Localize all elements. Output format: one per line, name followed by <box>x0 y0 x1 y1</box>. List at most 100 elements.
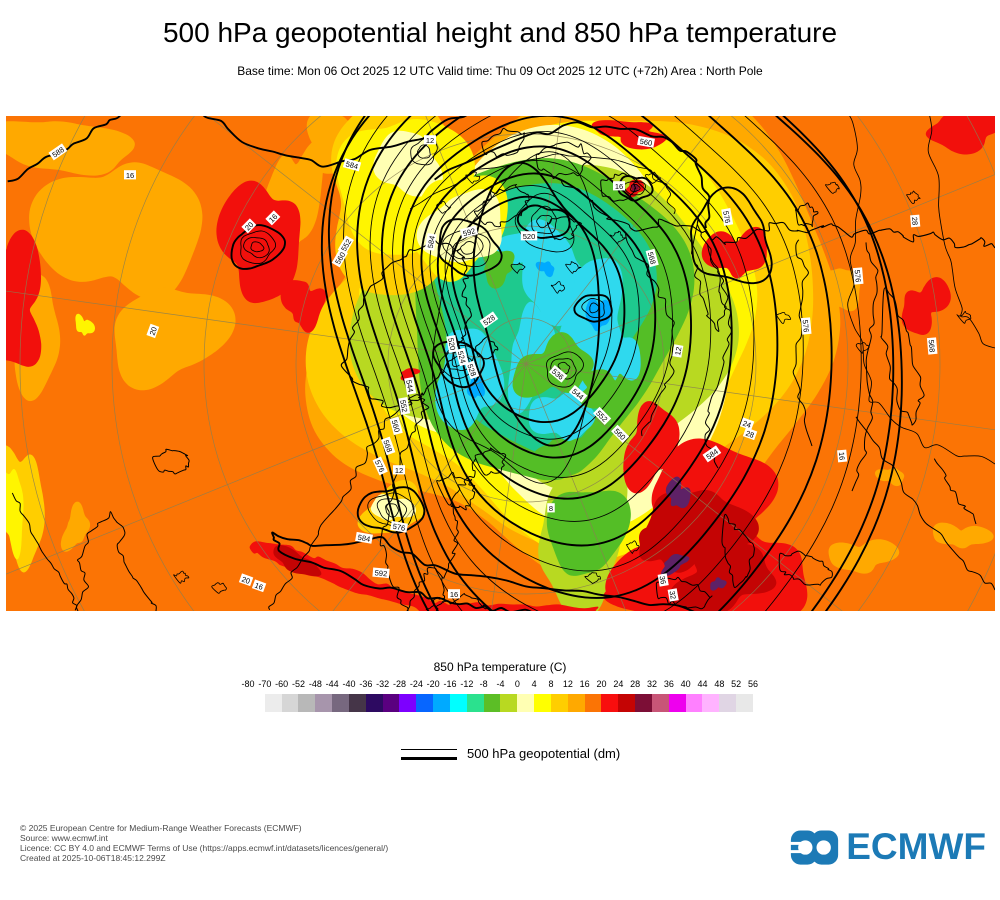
svg-text:544: 544 <box>404 379 415 393</box>
footer-source: Source: www.ecmwf.int <box>20 833 108 844</box>
legend-cell <box>534 694 551 712</box>
legend-cell <box>618 694 636 712</box>
svg-text:24: 24 <box>741 419 752 430</box>
legend-tick-label: 28 <box>630 679 641 689</box>
legend-tick-label: -40 <box>342 679 356 689</box>
legend-cell <box>517 694 535 712</box>
legend-cell <box>702 694 720 712</box>
legend-tick-label: -52 <box>291 679 306 689</box>
legend-cell <box>248 694 265 712</box>
legend-cell <box>348 694 366 712</box>
legend-cell <box>281 694 299 712</box>
legend-tick-label: -48 <box>308 679 322 689</box>
legend-tick-label: -60 <box>275 679 289 689</box>
legend-cell <box>433 694 450 712</box>
geopotential-contours <box>7 116 995 611</box>
contour-line-thick-sample <box>401 757 457 760</box>
svg-text:528: 528 <box>465 363 478 378</box>
legend-cell <box>416 694 434 712</box>
legend-tick-label: 44 <box>697 679 708 689</box>
legend-tick-label: -28 <box>392 679 407 689</box>
legend-cell <box>635 694 652 712</box>
legend-cell <box>550 694 568 712</box>
legend-tick-label: -4 <box>496 679 505 689</box>
legend-tick-label: 16 <box>579 679 590 689</box>
legend-tick-label: -70 <box>258 679 272 689</box>
svg-text:16: 16 <box>126 171 134 180</box>
geopotential-legend: 500 hPa geopotential (dm) <box>0 742 1000 772</box>
legend-cell <box>719 694 737 712</box>
contour-line-thin-sample <box>401 749 457 750</box>
svg-text:16: 16 <box>615 182 623 191</box>
legend-cell <box>483 694 501 712</box>
legend-cell <box>567 694 585 712</box>
legend-tick-label: -8 <box>479 679 488 689</box>
chart-subtitle: Base time: Mon 06 Oct 2025 12 UTC Valid … <box>237 64 763 78</box>
svg-text:28: 28 <box>744 429 755 440</box>
map-frame: 552 560 584 576 568 576 520 528 520 524 528 536 544 5… <box>6 116 995 611</box>
legend-cell <box>449 694 467 712</box>
legend-tick-label: -32 <box>376 679 390 689</box>
ecmwf-logo-icon <box>790 829 839 865</box>
svg-text:568: 568 <box>646 251 658 265</box>
legend-tick-label: 48 <box>714 679 725 689</box>
legend-tick-label: 40 <box>680 679 691 689</box>
svg-text:584: 584 <box>357 533 371 544</box>
svg-text:16: 16 <box>253 581 264 592</box>
legend-cell <box>736 694 753 712</box>
svg-text:592: 592 <box>462 226 476 238</box>
svg-text:12: 12 <box>395 466 403 475</box>
footer-attribution: © 2025 European Centre for Medium-Range … <box>20 823 388 863</box>
legend-cell <box>668 694 686 712</box>
svg-text:592: 592 <box>374 568 387 578</box>
legend-tick-label: -16 <box>443 679 457 689</box>
legend-cell <box>651 694 669 712</box>
legend-tick-label: 24 <box>613 679 624 689</box>
legend-cell <box>584 694 602 712</box>
svg-text:520: 520 <box>446 337 457 351</box>
coastlines <box>11 127 995 611</box>
legend-cell <box>399 694 417 712</box>
svg-text:560: 560 <box>639 137 653 148</box>
legend-cell <box>685 694 703 712</box>
svg-text:552: 552 <box>398 399 409 413</box>
legend-cell <box>382 694 400 712</box>
legend-tick-label: 8 <box>548 679 554 689</box>
svg-text:576: 576 <box>721 210 732 224</box>
svg-text:576: 576 <box>853 269 863 282</box>
svg-text:28: 28 <box>910 216 920 225</box>
svg-text:20: 20 <box>240 575 251 586</box>
ecmwf-logo: ECMWF <box>790 826 986 868</box>
svg-text:584: 584 <box>345 159 359 171</box>
footer-licence: Licence: CC BY 4.0 and ECMWF Terms of Us… <box>20 843 389 854</box>
svg-text:12: 12 <box>426 136 434 145</box>
svg-text:32: 32 <box>668 590 678 600</box>
legend-tick-label: 20 <box>596 679 607 689</box>
ecmwf-logo-text: ECMWF <box>846 826 986 867</box>
legend-tick-label: 32 <box>646 679 658 689</box>
legend-tick-label: 56 <box>747 679 759 689</box>
legend-tick-label: -20 <box>426 679 440 689</box>
svg-text:568: 568 <box>381 439 394 454</box>
legend-tick-label: 0 <box>514 679 520 689</box>
footer-created: Created at 2025-10-06T18:45:12.299Z <box>20 853 166 864</box>
svg-text:576: 576 <box>392 522 406 533</box>
svg-text:524: 524 <box>456 350 468 364</box>
svg-text:584: 584 <box>426 235 437 249</box>
legend-cell <box>365 694 383 712</box>
temperature-legend-title: 850 hPa temperature (C) <box>433 660 567 674</box>
legend-tick-label: -36 <box>359 679 373 689</box>
page-title: 500 hPa geopotential height and 850 hPa … <box>162 17 838 48</box>
svg-text:20: 20 <box>148 326 159 337</box>
legend-tick-label: -24 <box>409 679 423 689</box>
temperature-legend-ticks: -80 -70 -60 -52 -48 -44 -40 -36 -32 -28 -24 -20 -16-… <box>0 679 1000 691</box>
legend-tick-label: 52 <box>731 679 742 689</box>
temperature-legend-colorbar <box>248 694 753 712</box>
legend-tick-label: 36 <box>663 679 674 689</box>
legend-tick-label: 12 <box>562 679 573 689</box>
svg-text:576: 576 <box>801 319 811 332</box>
svg-text:8: 8 <box>549 504 553 513</box>
legend-tick-label: 4 <box>531 679 537 689</box>
